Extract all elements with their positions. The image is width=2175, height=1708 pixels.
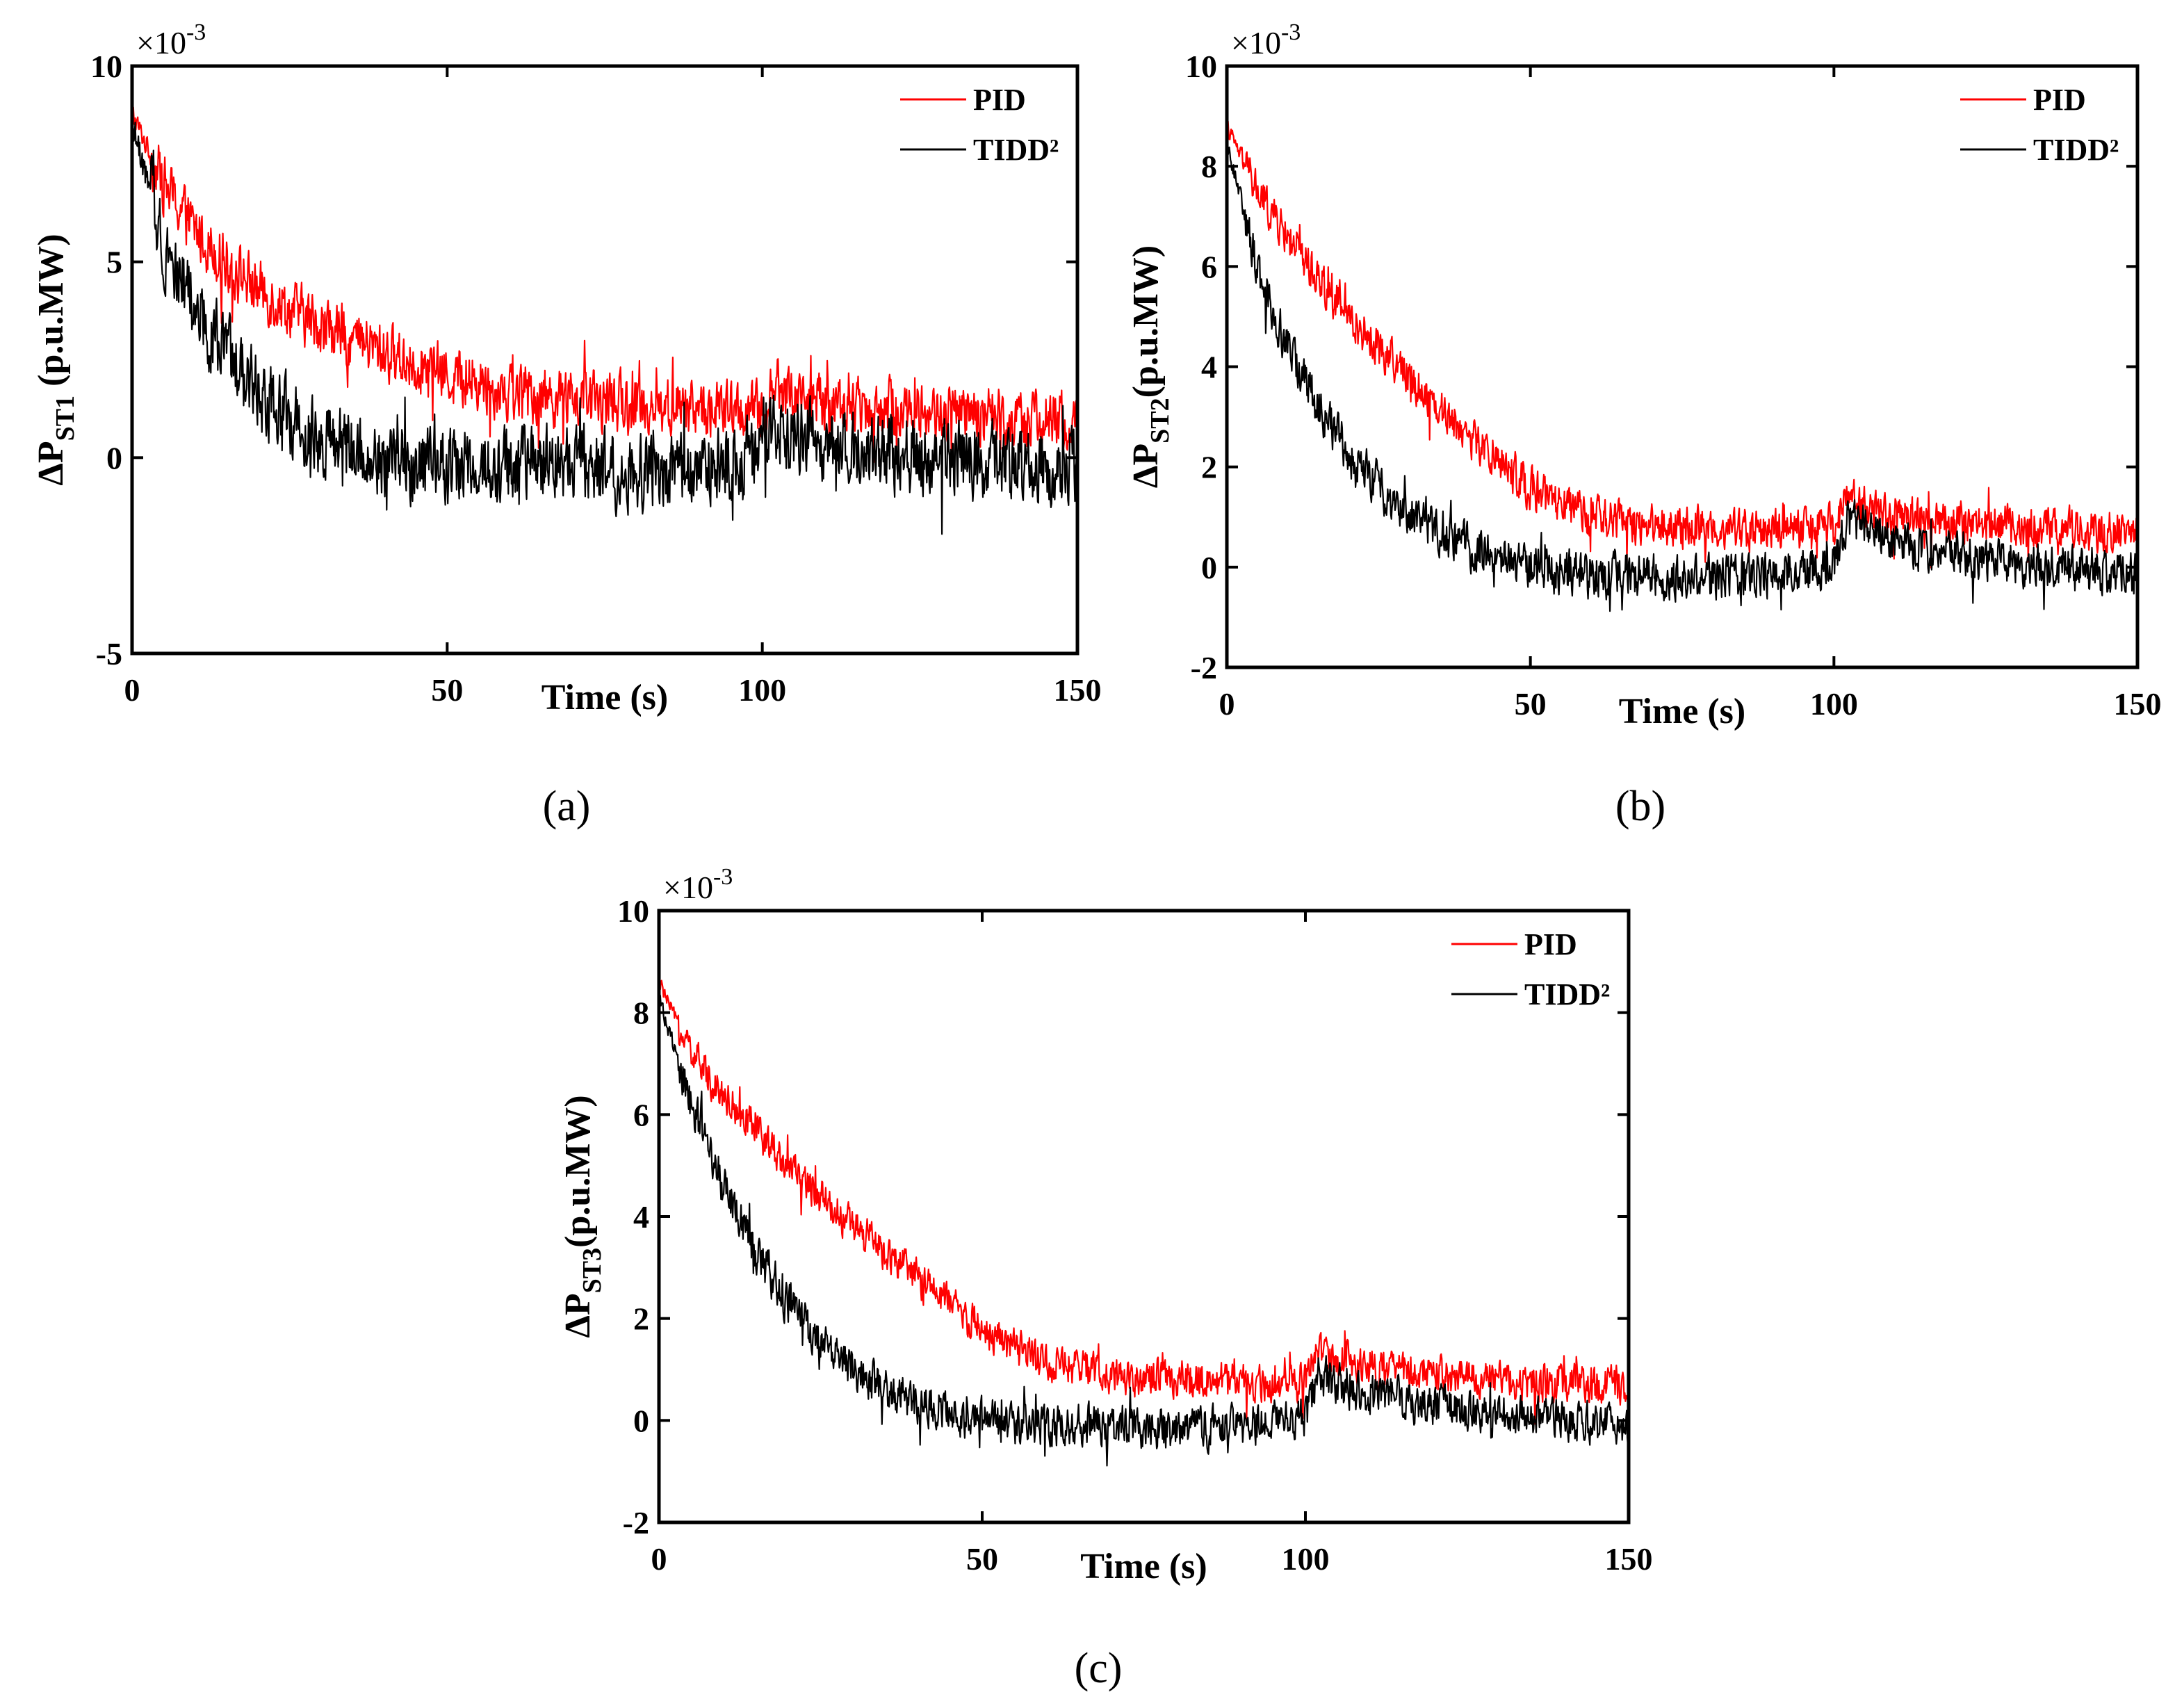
series-group	[1227, 119, 2137, 612]
y-tick-label: 0	[106, 440, 122, 475]
exponent-base: ×10	[663, 870, 713, 905]
exponent-power: -3	[713, 864, 733, 890]
x-tick-label: 150	[1054, 672, 1102, 708]
exponent-power: -3	[1281, 19, 1301, 45]
y-axis-label-prefix: ΔP	[1126, 444, 1166, 488]
x-tick-label: 100	[738, 672, 786, 708]
y-axis-label-suffix: (p.u.MW)	[1126, 245, 1166, 398]
legend-label-pid: PID	[2033, 83, 2086, 117]
x-tick-label: 0	[124, 672, 140, 708]
x-tick-label: 50	[966, 1541, 998, 1577]
exponent-base: ×10	[136, 25, 186, 60]
legend: PID TIDD²	[900, 83, 1059, 167]
legend-label-tidd2: TIDD²	[973, 133, 1059, 167]
x-tick-label: 100	[1282, 1541, 1330, 1577]
legend-label-tidd2: TIDD²	[1524, 977, 1610, 1011]
x-axis-label: Time (s)	[541, 678, 668, 717]
y-axis-label-suffix: (p.u.MW)	[558, 1095, 598, 1248]
exponent-label: ×10-3	[663, 864, 733, 905]
y-tick-label: 4	[1201, 350, 1217, 385]
y-tick-label: 10	[617, 893, 649, 929]
series-line-tidd2	[659, 992, 1629, 1467]
series-line-tidd2	[1227, 137, 2137, 612]
y-axis-label-subscript: ST1	[51, 396, 80, 441]
y-tick-label: 10	[90, 49, 122, 84]
y-axis-label-suffix: (p.u.MW)	[31, 234, 71, 396]
legend-label-pid: PID	[1524, 927, 1577, 961]
y-tick-label: 8	[633, 995, 649, 1031]
y-tick-label: 2	[1201, 450, 1217, 485]
series-line-pid	[1227, 119, 2137, 569]
axes-frame	[130, 64, 1080, 656]
x-tick-label: 150	[1605, 1541, 1653, 1577]
x-tick-label: 50	[431, 672, 463, 708]
x-tick-label: 0	[651, 1541, 667, 1577]
panel-caption: (b)	[1615, 783, 1665, 830]
y-tick-label: 0	[633, 1403, 649, 1438]
y-tick-label: -2	[1191, 650, 1217, 685]
legend-label-tidd2: TIDD²	[2033, 133, 2119, 167]
x-axis-label: Time (s)	[1619, 692, 1745, 731]
x-tick-label: 100	[1810, 686, 1858, 722]
y-axis-label: ΔPST2(p.u.MW)	[1126, 245, 1175, 488]
exponent-label: ×10-3	[1231, 19, 1301, 60]
y-axis-label-subscript: ST2	[1146, 398, 1175, 443]
y-axis-label-prefix: ΔP	[31, 441, 71, 485]
y-tick-label: 4	[633, 1199, 649, 1235]
y-axis-label: ΔPST1 (p.u.MW)	[31, 234, 80, 485]
x-axis-label: Time (s)	[1080, 1547, 1207, 1586]
x-tick-label: 0	[1219, 686, 1235, 722]
exponent-label: ×10-3	[136, 19, 206, 60]
legend-label-pid: PID	[973, 83, 1026, 117]
series-line-pid	[659, 977, 1629, 1425]
y-tick-label: 6	[633, 1097, 649, 1132]
x-tick-label: 50	[1515, 686, 1547, 722]
exponent-base: ×10	[1231, 25, 1281, 60]
y-tick-label: 8	[1201, 149, 1217, 184]
series-line-tidd2	[132, 97, 1077, 535]
y-tick-label: -5	[96, 636, 122, 672]
legend: PID TIDD²	[1960, 83, 2119, 167]
series-group	[132, 97, 1077, 535]
y-tick-label: 10	[1185, 49, 1217, 84]
y-axis-label-prefix: ΔP	[558, 1293, 598, 1337]
y-tick-label: 6	[1201, 249, 1217, 284]
series-line-pid	[132, 106, 1077, 464]
y-axis-label-subscript: ST3	[578, 1248, 607, 1293]
exponent-power: -3	[186, 19, 206, 45]
series-group	[659, 977, 1629, 1467]
y-tick-label: 2	[633, 1301, 649, 1337]
legend: PID TIDD²	[1451, 927, 1610, 1011]
panel-caption: (c)	[1075, 1645, 1123, 1692]
y-tick-label: 5	[106, 245, 122, 280]
panel-caption: (a)	[543, 783, 591, 830]
x-tick-label: 150	[2114, 686, 2162, 722]
y-tick-label: 0	[1201, 550, 1217, 585]
y-axis-label: ΔPST3(p.u.MW)	[558, 1095, 607, 1337]
y-tick-label: -2	[623, 1505, 649, 1540]
